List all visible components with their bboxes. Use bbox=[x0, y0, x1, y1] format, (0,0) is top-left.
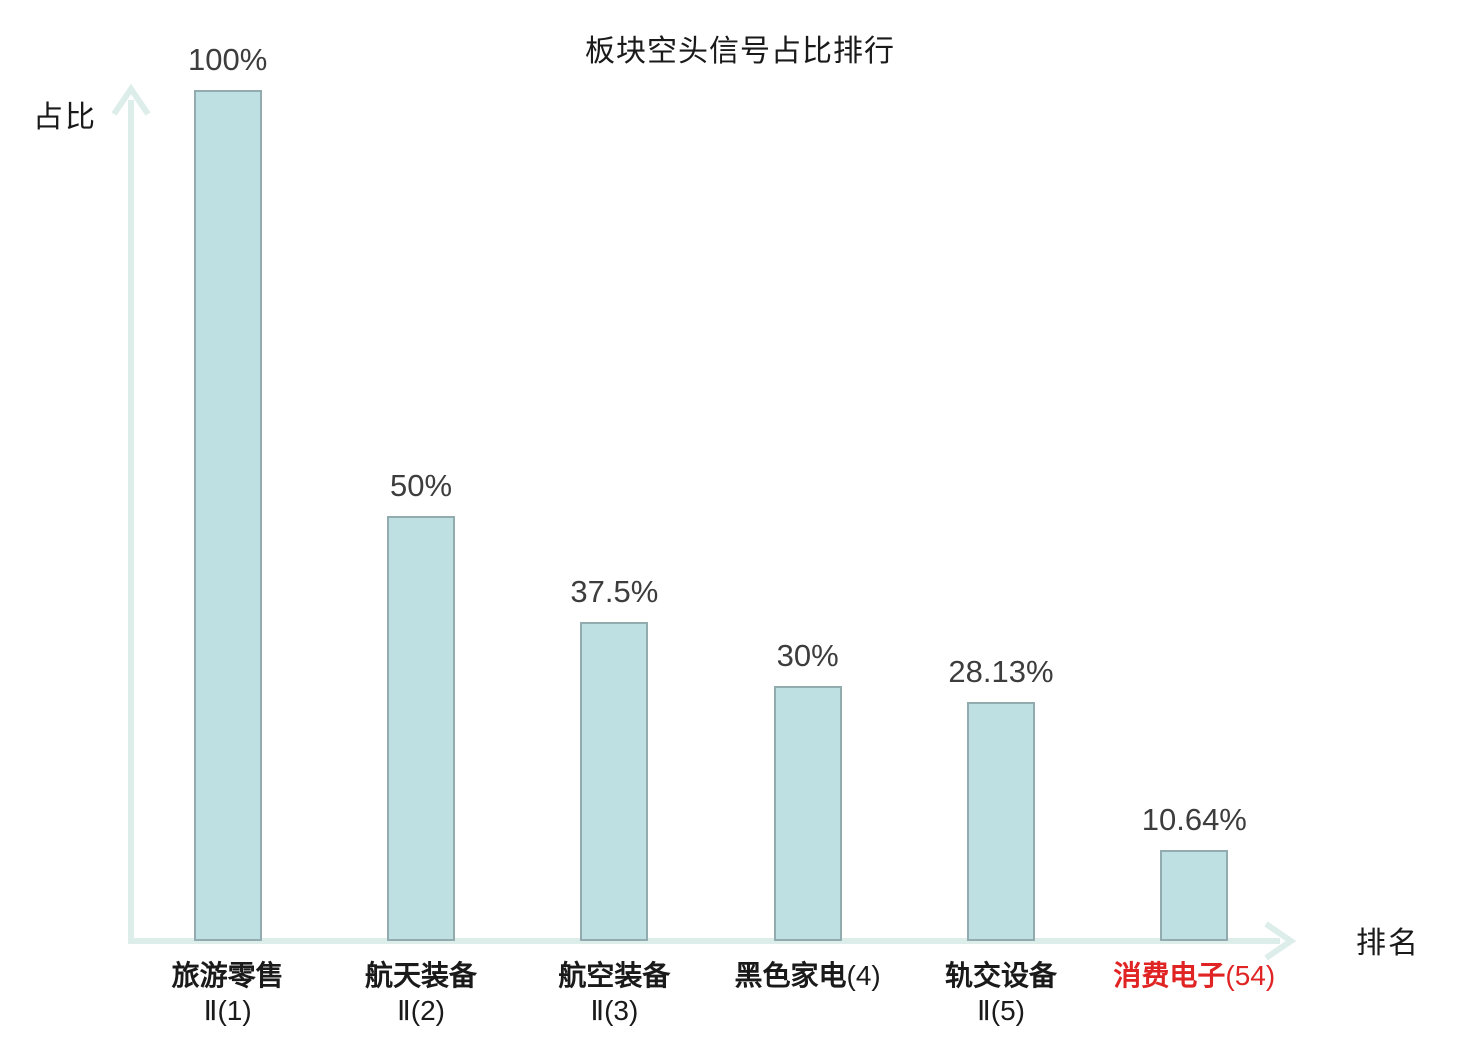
bar bbox=[773, 685, 842, 941]
bar-value-label: 100% bbox=[188, 42, 268, 77]
bar bbox=[1160, 850, 1229, 941]
y-axis-label: 占比 bbox=[33, 101, 97, 134]
bar-group: 50% bbox=[324, 90, 517, 941]
category-rank-suffix: Ⅱ(5) bbox=[976, 995, 1025, 1026]
category-name: 轨交设备 bbox=[944, 960, 1057, 991]
category-rank-suffix: (54) bbox=[1225, 960, 1276, 991]
chart-title: 板块空头信号占比排行 bbox=[585, 35, 895, 68]
x-axis-label: 排名 bbox=[1356, 927, 1420, 960]
bar-value-label: 10.64% bbox=[1141, 802, 1247, 838]
category-name: 旅游零售 bbox=[171, 960, 284, 991]
category-rank-suffix: (4) bbox=[846, 960, 881, 991]
bar-category-label: 轨交设备 Ⅱ(5) bbox=[904, 958, 1097, 1028]
category-name: 黑色家电 bbox=[734, 960, 847, 991]
category-rank-suffix: Ⅱ(2) bbox=[396, 995, 445, 1026]
bar-group: 10.64% bbox=[1098, 90, 1291, 941]
x-axis-arrow-icon bbox=[1264, 921, 1297, 961]
category-name: 航天装备 bbox=[364, 960, 477, 991]
category-axis-labels: 旅游零售 Ⅱ(1) 航天装备 Ⅱ(2) 航空装备 Ⅱ(3) 黑色家电(4) 轨交设备 Ⅱ(5) 消… bbox=[131, 958, 1291, 1028]
bar-value-label: 50% bbox=[389, 467, 453, 503]
bar-group: 100% bbox=[131, 42, 324, 941]
plot-area: 100% 50% 37.5% 30% 28.13% 10.64% bbox=[131, 42, 1291, 941]
bar-category-label: 消费电子(54) bbox=[1098, 958, 1291, 1028]
bar bbox=[966, 701, 1035, 941]
bar bbox=[193, 90, 262, 941]
category-rank-suffix: Ⅱ(3) bbox=[590, 995, 639, 1026]
bar-category-label: 航天装备 Ⅱ(2) bbox=[324, 958, 517, 1028]
bar-category-label: 航空装备 Ⅱ(3) bbox=[518, 958, 711, 1028]
bar-value-label: 28.13% bbox=[948, 653, 1054, 689]
bar-group: 30% bbox=[711, 90, 904, 941]
bar bbox=[580, 621, 649, 941]
bar-category-label: 黑色家电(4) bbox=[711, 958, 904, 1028]
category-name: 消费电子 bbox=[1113, 960, 1226, 991]
bar-value-label: 37.5% bbox=[570, 573, 659, 609]
category-rank-suffix: Ⅱ(1) bbox=[203, 995, 252, 1026]
bar-group: 37.5% bbox=[518, 90, 711, 941]
bar-group: 28.13% bbox=[904, 90, 1097, 941]
y-axis-arrow-icon bbox=[111, 83, 151, 116]
bar-category-label: 旅游零售 Ⅱ(1) bbox=[131, 958, 324, 1028]
bar bbox=[386, 515, 455, 941]
bar-value-label: 30% bbox=[776, 637, 839, 673]
category-name: 航空装备 bbox=[558, 960, 671, 991]
